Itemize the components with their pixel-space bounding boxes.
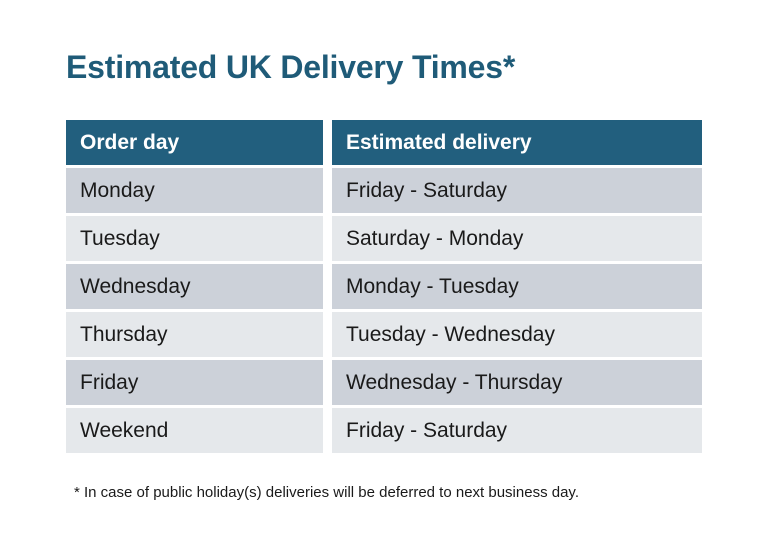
cell-estimated-delivery: Tuesday - Wednesday — [332, 312, 702, 357]
cell-order-day: Weekend — [66, 408, 323, 453]
page-title: Estimated UK Delivery Times* — [66, 49, 516, 85]
table-row: Friday Wednesday - Thursday — [66, 360, 702, 405]
cell-order-day: Monday — [66, 168, 323, 213]
delivery-times-table: Order day Estimated delivery Monday Frid… — [66, 120, 702, 453]
cell-estimated-delivery: Friday - Saturday — [332, 408, 702, 453]
table-row: Tuesday Saturday - Monday — [66, 216, 702, 261]
column-header-order-day: Order day — [66, 120, 323, 165]
cell-order-day: Tuesday — [66, 216, 323, 261]
cell-estimated-delivery: Saturday - Monday — [332, 216, 702, 261]
cell-order-day: Wednesday — [66, 264, 323, 309]
table-header-row: Order day Estimated delivery — [66, 120, 702, 165]
table-row: Thursday Tuesday - Wednesday — [66, 312, 702, 357]
table-row: Wednesday Monday - Tuesday — [66, 264, 702, 309]
column-header-estimated-delivery: Estimated delivery — [332, 120, 702, 165]
footnote-text: * In case of public holiday(s) deliverie… — [74, 484, 579, 501]
cell-estimated-delivery: Wednesday - Thursday — [332, 360, 702, 405]
cell-estimated-delivery: Friday - Saturday — [332, 168, 702, 213]
cell-estimated-delivery: Monday - Tuesday — [332, 264, 702, 309]
table-row: Monday Friday - Saturday — [66, 168, 702, 213]
table-row: Weekend Friday - Saturday — [66, 408, 702, 453]
cell-order-day: Thursday — [66, 312, 323, 357]
cell-order-day: Friday — [66, 360, 323, 405]
